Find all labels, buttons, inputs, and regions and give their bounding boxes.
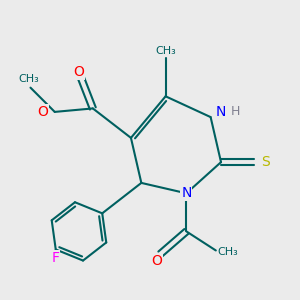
- Text: CH₃: CH₃: [18, 74, 39, 84]
- Text: CH₃: CH₃: [155, 46, 176, 56]
- Text: O: O: [38, 105, 49, 119]
- Text: F: F: [52, 251, 60, 265]
- Text: S: S: [261, 155, 270, 169]
- Text: O: O: [74, 65, 84, 79]
- Text: N: N: [216, 105, 226, 119]
- Text: N: N: [181, 186, 192, 200]
- Text: CH₃: CH₃: [218, 247, 238, 257]
- Text: H: H: [230, 105, 240, 119]
- Text: O: O: [152, 254, 162, 268]
